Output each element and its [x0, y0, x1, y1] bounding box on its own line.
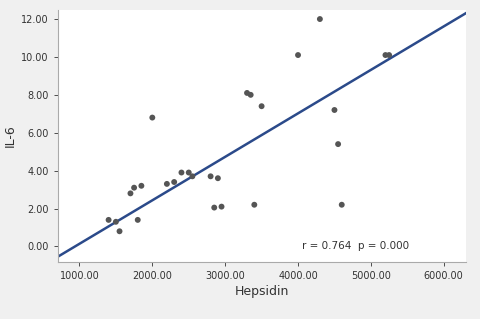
Point — [338, 202, 346, 207]
Point — [316, 17, 324, 22]
Point — [214, 176, 222, 181]
Point — [251, 202, 258, 207]
Point — [385, 53, 393, 58]
Point — [382, 53, 389, 58]
Point — [294, 53, 302, 58]
Point — [331, 108, 338, 113]
Point — [163, 181, 171, 186]
Point — [105, 217, 112, 222]
Point — [178, 170, 185, 175]
Y-axis label: IL-6: IL-6 — [4, 124, 17, 147]
X-axis label: Hepsidin: Hepsidin — [234, 285, 289, 298]
Point — [210, 205, 218, 210]
Point — [116, 229, 123, 234]
Point — [243, 90, 251, 95]
Point — [127, 191, 134, 196]
Point — [207, 174, 215, 179]
Point — [130, 185, 138, 190]
Text: r = 0.764  p = 0.000: r = 0.764 p = 0.000 — [302, 241, 409, 251]
Point — [148, 115, 156, 120]
Point — [134, 217, 142, 222]
Point — [185, 170, 192, 175]
Point — [334, 142, 342, 147]
Point — [138, 183, 145, 188]
Point — [170, 180, 178, 185]
Point — [218, 204, 226, 209]
Point — [112, 219, 120, 224]
Point — [258, 104, 265, 109]
Point — [189, 174, 196, 179]
Point — [247, 92, 254, 97]
